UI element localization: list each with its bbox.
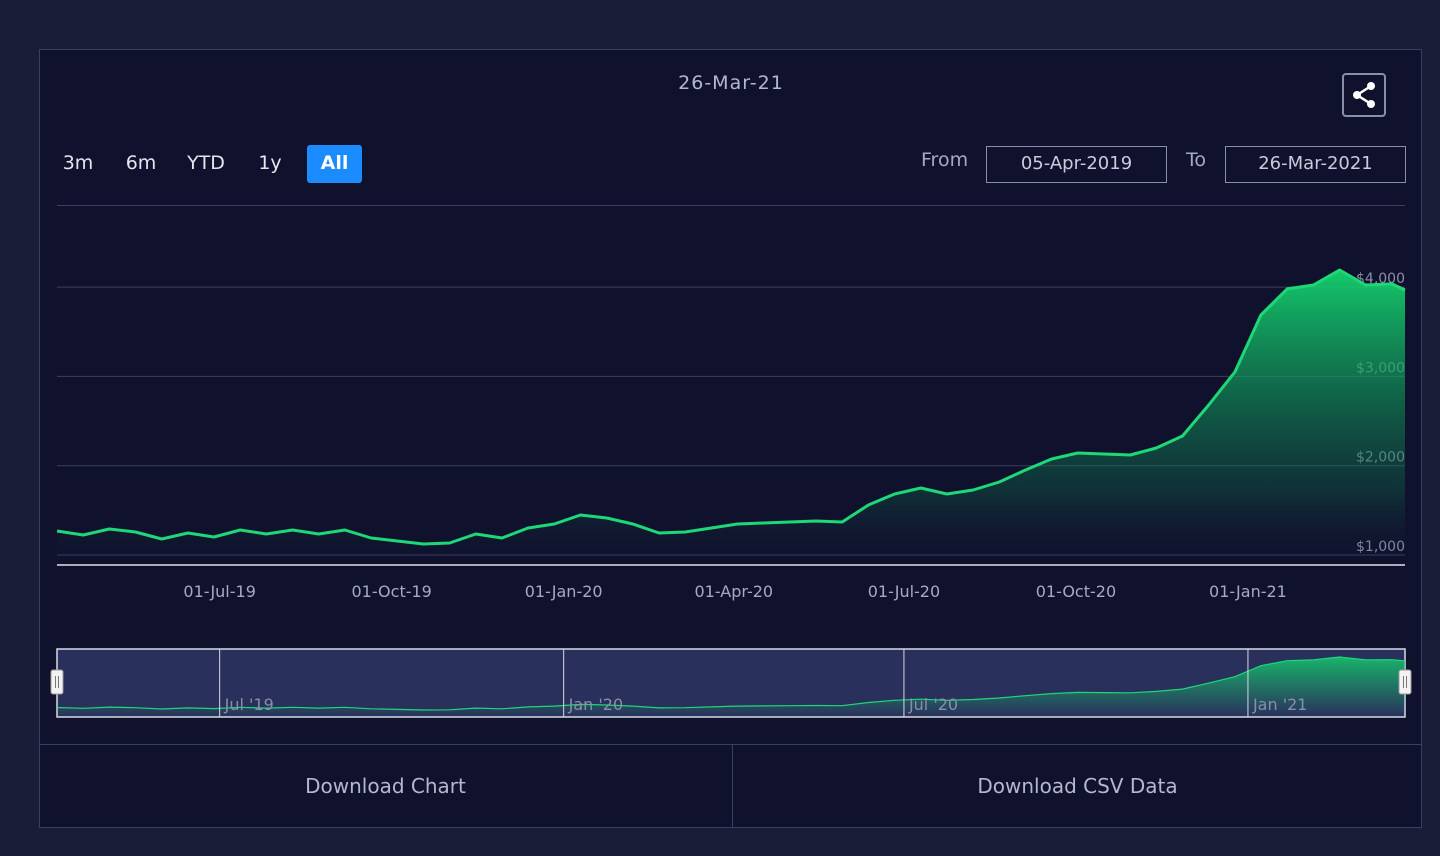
navigator-handle[interactable] (1398, 669, 1412, 695)
navigator-area (57, 657, 1405, 717)
navigator-tick-label: Jul '19 (224, 695, 274, 714)
chart-date: 26-Mar-21 (678, 72, 784, 94)
range-button[interactable]: 6m (125, 152, 157, 174)
from-label: From (921, 149, 969, 171)
x-tick-label: 01-Jan-21 (1209, 582, 1287, 601)
x-tick-label: 01-Apr-20 (695, 582, 774, 601)
navigator-tick-label: Jul '20 (908, 695, 958, 714)
to-label: To (1186, 149, 1207, 171)
x-tick-label: 01-Oct-20 (1036, 582, 1116, 601)
x-tick-label: 01-Jul-20 (868, 582, 940, 601)
area-fill (57, 270, 1405, 565)
navigator-line (56, 656, 1406, 711)
to-input[interactable]: 26-Mar-2021 (1225, 146, 1406, 183)
download-csv[interactable]: Download CSV Data (977, 774, 1178, 798)
share-button[interactable] (1342, 73, 1386, 117)
x-tick-label: 01-Jan-20 (525, 582, 603, 601)
share-icon (1353, 82, 1375, 108)
navigator-tick-label: Jan '20 (568, 695, 624, 714)
range-button[interactable]: 1y (258, 152, 282, 174)
x-tick-label: 01-Oct-19 (351, 582, 431, 601)
range-button[interactable]: YTD (187, 152, 225, 174)
navigator-handle[interactable] (50, 669, 64, 695)
navigator-tick-label: Jan '21 (1252, 695, 1308, 714)
x-tick-label: 01-Jul-19 (183, 582, 255, 601)
range-button[interactable]: All (307, 145, 362, 183)
range-button[interactable]: 3m (62, 152, 94, 174)
from-input[interactable]: 05-Apr-2019 (986, 146, 1167, 183)
download-chart[interactable]: Download Chart (305, 774, 466, 798)
price-line (56, 268, 1406, 546)
